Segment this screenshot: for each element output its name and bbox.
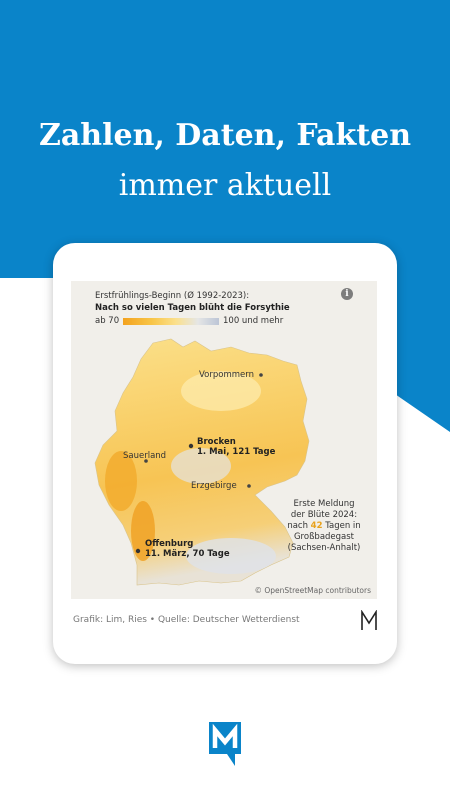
erzgebirge-marker — [247, 484, 251, 488]
m-logo-icon — [361, 610, 377, 630]
note-line3-pre: nach — [287, 521, 311, 531]
headline-subtitle: immer aktuell — [118, 168, 332, 203]
note-line1: Erste Meldung — [293, 499, 355, 509]
vorpommern-marker — [259, 373, 263, 377]
germany-map — [94, 338, 310, 586]
first-bloom-note: Erste Meldung der Blüte 2024: nach 42 Ta… — [276, 499, 372, 554]
note-line3-post: Tagen in — [322, 521, 361, 531]
info-icon[interactable]: i — [341, 288, 353, 300]
sauerland-marker — [144, 459, 148, 463]
note-line3: nach 42 Tagen in — [276, 521, 372, 532]
label-erzgebirge: Erzgebirge — [191, 481, 237, 491]
label-brocken-value: 1. Mai, 121 Tage — [197, 447, 276, 457]
legend-min-label: ab 70 — [95, 316, 120, 326]
label-vorpommern: Vorpommern — [199, 370, 254, 380]
note-days-highlight: 42 — [310, 521, 323, 531]
infographic-card: Erstfrühlings-Beginn (Ø 1992-2023): Nach… — [53, 243, 397, 664]
headline-title: Zahlen, Daten, Fakten — [38, 118, 412, 153]
map-attribution: © OpenStreetMap contributors — [254, 586, 371, 595]
label-offenburg-value: 11. März, 70 Tage — [145, 549, 230, 559]
note-line5: (Sachsen-Anhalt) — [287, 543, 361, 553]
graphic-source: Grafik: Lim, Ries • Quelle: Deutscher We… — [73, 615, 300, 625]
note-line4: Großbadegast — [293, 532, 355, 542]
offenburg-marker — [135, 548, 141, 554]
legend-color-scale — [123, 318, 219, 325]
map-panel: Erstfrühlings-Beginn (Ø 1992-2023): Nach… — [71, 281, 377, 599]
legend-max-label: 100 und mehr — [223, 316, 284, 326]
note-line2: der Blüte 2024: — [290, 510, 358, 520]
label-brocken-name: Brocken — [197, 437, 236, 447]
label-sauerland: Sauerland — [123, 451, 167, 461]
legend-title: Erstfrühlings-Beginn (Ø 1992-2023): — [95, 291, 250, 301]
app-logo-icon — [209, 722, 241, 766]
brocken-marker — [188, 443, 194, 449]
label-offenburg-name: Offenburg — [145, 539, 194, 549]
legend-subtitle: Nach so vielen Tagen blüht die Forsythie — [95, 303, 290, 313]
